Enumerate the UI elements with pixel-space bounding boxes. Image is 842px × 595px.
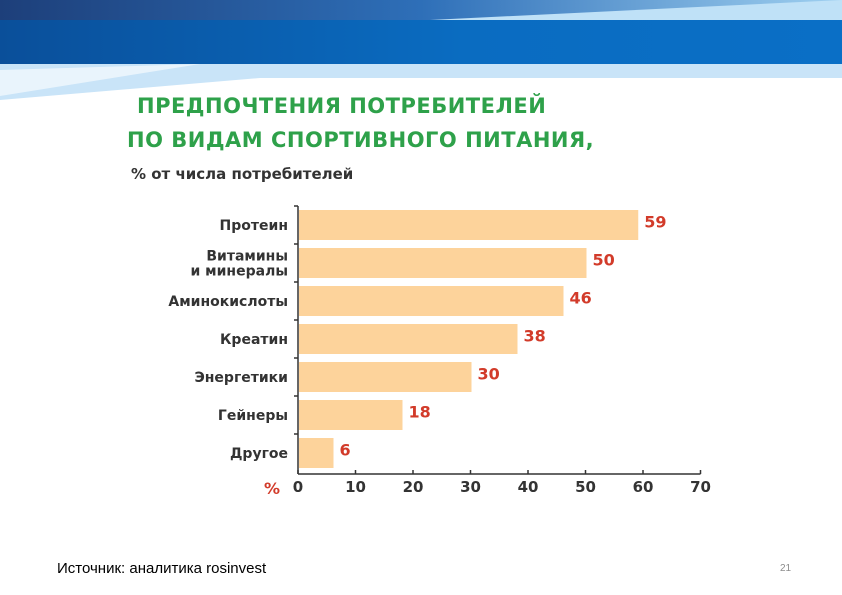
category-label-6: Другое <box>230 446 288 462</box>
bar-1 <box>299 248 587 278</box>
chart-subtitle: % от числа потребителей <box>131 165 354 183</box>
value-label-0: 59 <box>644 213 666 232</box>
x-tick-label-7: 70 <box>690 478 711 496</box>
x-tick-label-4: 40 <box>518 478 539 496</box>
x-tick-label-0: 0 <box>293 478 303 496</box>
value-label-4: 30 <box>478 365 500 384</box>
x-tick-label-3: 30 <box>460 478 481 496</box>
bar-3 <box>299 324 518 354</box>
x-tick-label-5: 50 <box>575 478 596 496</box>
category-label-4: Энергетики <box>194 370 288 386</box>
chart-title-line-2: ПО ВИДАМ СПОРТИВНОГО ПИТАНИЯ, <box>127 128 595 152</box>
bar-0 <box>299 210 639 240</box>
bar-6 <box>299 438 334 468</box>
bar-4 <box>299 362 472 392</box>
value-label-6: 6 <box>340 441 351 460</box>
value-label-1: 50 <box>593 251 615 270</box>
header-band <box>0 0 842 100</box>
x-tick-label-1: 10 <box>345 478 366 496</box>
x-unit-label: % <box>264 479 280 498</box>
value-label-3: 38 <box>524 327 546 346</box>
category-label-0: Протеин <box>220 218 288 234</box>
x-tick-label-6: 60 <box>633 478 654 496</box>
category-label-1-line-1: и минералы <box>191 264 289 280</box>
x-tick-label-2: 20 <box>403 478 424 496</box>
bars-layer <box>299 210 639 468</box>
category-label-5: Гейнеры <box>218 408 288 424</box>
value-label-5: 18 <box>409 403 431 422</box>
category-label-2: Аминокислоты <box>168 294 288 310</box>
category-label-1-line-0: Витамины <box>206 249 288 265</box>
bar-5 <box>299 400 403 430</box>
value-label-2: 46 <box>570 289 592 308</box>
category-label-3: Креатин <box>220 332 288 348</box>
chart-title-line-1: ПРЕДПОЧТЕНИЯ ПОТРЕБИТЕЛЕЙ <box>137 94 547 118</box>
source-note: Источник: аналитика rosinvest <box>57 560 267 577</box>
page-number: 21 <box>780 563 792 574</box>
axis-layer <box>294 205 702 475</box>
bar-2 <box>299 286 564 316</box>
